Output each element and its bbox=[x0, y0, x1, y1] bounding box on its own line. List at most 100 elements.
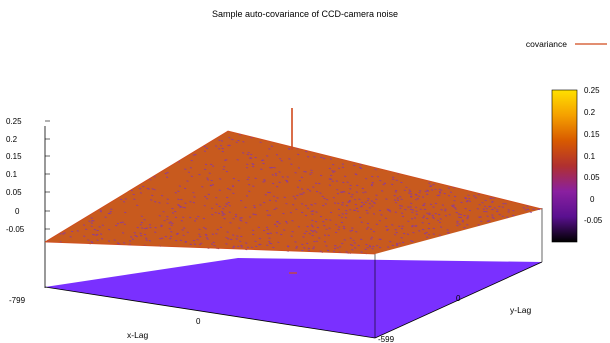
surface-noise bbox=[47, 134, 543, 255]
noise-mark bbox=[219, 145, 223, 147]
noise-mark bbox=[455, 211, 458, 214]
noise-mark bbox=[319, 192, 322, 194]
noise-mark bbox=[393, 194, 396, 197]
colorbar-tick-label: 0.05 bbox=[584, 173, 600, 182]
noise-mark bbox=[374, 169, 377, 171]
noise-mark bbox=[248, 157, 252, 159]
noise-mark bbox=[380, 190, 384, 192]
noise-mark bbox=[356, 210, 359, 212]
noise-mark bbox=[488, 220, 491, 222]
noise-mark bbox=[370, 236, 374, 238]
noise-mark bbox=[343, 227, 346, 230]
noise-mark bbox=[335, 224, 338, 226]
noise-mark bbox=[480, 220, 483, 222]
noise-mark bbox=[262, 162, 265, 165]
noise-mark bbox=[316, 226, 320, 229]
noise-mark bbox=[62, 233, 65, 235]
noise-mark bbox=[163, 220, 166, 222]
noise-mark bbox=[225, 170, 229, 173]
noise-mark bbox=[270, 145, 274, 147]
y-tick-label: -599 bbox=[378, 335, 395, 343]
noise-mark bbox=[258, 243, 261, 246]
noise-mark bbox=[198, 233, 201, 235]
noise-mark bbox=[417, 195, 421, 197]
noise-mark bbox=[286, 245, 290, 248]
noise-mark bbox=[368, 245, 371, 247]
noise-mark bbox=[337, 202, 340, 204]
noise-mark bbox=[158, 202, 161, 204]
noise-mark bbox=[372, 230, 376, 233]
noise-mark bbox=[182, 206, 185, 208]
noise-mark bbox=[355, 207, 359, 210]
noise-mark bbox=[192, 192, 195, 194]
noise-mark bbox=[203, 205, 206, 207]
noise-mark bbox=[204, 168, 207, 171]
noise-mark bbox=[201, 186, 204, 188]
noise-mark bbox=[98, 226, 101, 228]
noise-mark bbox=[358, 166, 362, 169]
noise-mark bbox=[198, 228, 201, 230]
noise-mark bbox=[240, 217, 243, 219]
noise-mark bbox=[366, 222, 370, 225]
noise-mark bbox=[278, 222, 281, 225]
noise-mark bbox=[307, 156, 310, 158]
noise-mark bbox=[99, 233, 103, 235]
noise-mark bbox=[428, 213, 431, 216]
noise-mark bbox=[204, 195, 207, 198]
noise-mark bbox=[399, 207, 402, 209]
noise-mark bbox=[90, 220, 94, 222]
noise-mark bbox=[221, 150, 224, 153]
noise-mark bbox=[230, 238, 233, 241]
noise-mark bbox=[423, 208, 427, 211]
noise-mark bbox=[202, 227, 206, 229]
noise-mark bbox=[246, 153, 249, 156]
noise-mark bbox=[411, 240, 414, 243]
noise-mark bbox=[339, 191, 343, 193]
noise-mark bbox=[407, 220, 410, 222]
noise-mark bbox=[248, 183, 251, 186]
noise-mark bbox=[359, 216, 362, 219]
noise-mark bbox=[252, 213, 255, 215]
noise-mark bbox=[211, 233, 214, 235]
noise-mark bbox=[197, 215, 200, 218]
noise-mark bbox=[444, 210, 447, 212]
noise-mark bbox=[268, 237, 271, 239]
noise-mark bbox=[336, 247, 339, 249]
noise-mark bbox=[463, 226, 466, 229]
noise-mark bbox=[481, 202, 484, 204]
noise-mark bbox=[404, 208, 407, 211]
noise-mark bbox=[108, 228, 111, 231]
noise-mark bbox=[342, 225, 346, 228]
noise-mark bbox=[166, 218, 169, 220]
noise-mark bbox=[291, 230, 294, 233]
noise-mark bbox=[447, 195, 451, 197]
noise-mark bbox=[438, 192, 442, 194]
noise-mark bbox=[439, 226, 443, 228]
noise-mark bbox=[371, 175, 374, 178]
noise-mark bbox=[294, 172, 297, 174]
noise-mark bbox=[354, 173, 357, 175]
noise-mark bbox=[345, 212, 348, 215]
noise-mark bbox=[235, 238, 238, 240]
noise-mark bbox=[326, 198, 329, 201]
noise-mark bbox=[322, 157, 326, 160]
noise-mark bbox=[220, 140, 224, 142]
noise-mark bbox=[204, 233, 208, 236]
noise-mark bbox=[286, 181, 289, 183]
noise-mark bbox=[206, 179, 210, 181]
noise-mark bbox=[170, 231, 173, 233]
noise-mark bbox=[276, 185, 279, 188]
noise-mark bbox=[205, 234, 208, 236]
noise-mark bbox=[182, 216, 185, 218]
x-tick-label: -799 bbox=[9, 296, 26, 305]
noise-mark bbox=[214, 145, 218, 147]
noise-mark bbox=[357, 244, 360, 247]
noise-mark bbox=[250, 246, 254, 248]
noise-mark bbox=[422, 204, 426, 206]
noise-mark bbox=[174, 216, 178, 219]
noise-mark bbox=[306, 207, 310, 209]
noise-mark bbox=[275, 207, 278, 209]
noise-mark bbox=[350, 196, 353, 198]
noise-mark bbox=[192, 154, 195, 156]
